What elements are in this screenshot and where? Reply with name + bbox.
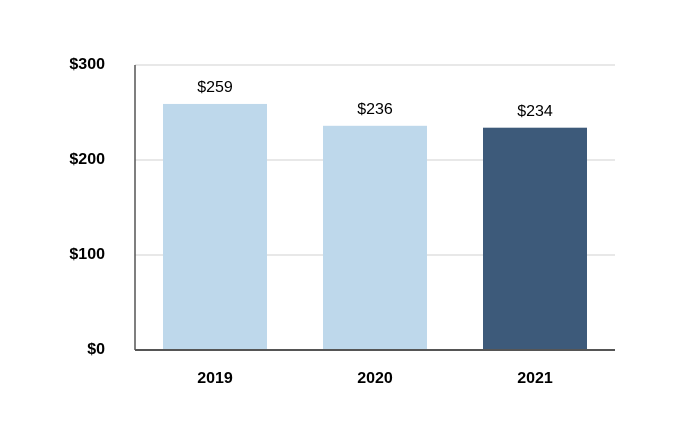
bar (483, 127, 587, 350)
x-tick-label: 2019 (197, 370, 233, 387)
x-tick-label: 2020 (357, 370, 393, 387)
y-tick-label: $100 (69, 246, 105, 263)
y-tick-label: $300 (69, 56, 105, 73)
value-label: $236 (357, 101, 393, 118)
value-label: $234 (517, 103, 553, 120)
y-tick-label: $0 (87, 341, 105, 358)
bar (323, 125, 427, 350)
value-label: $259 (197, 79, 233, 96)
bar (163, 103, 267, 350)
x-tick-label: 2021 (517, 370, 553, 387)
y-tick-label: $200 (69, 151, 105, 168)
